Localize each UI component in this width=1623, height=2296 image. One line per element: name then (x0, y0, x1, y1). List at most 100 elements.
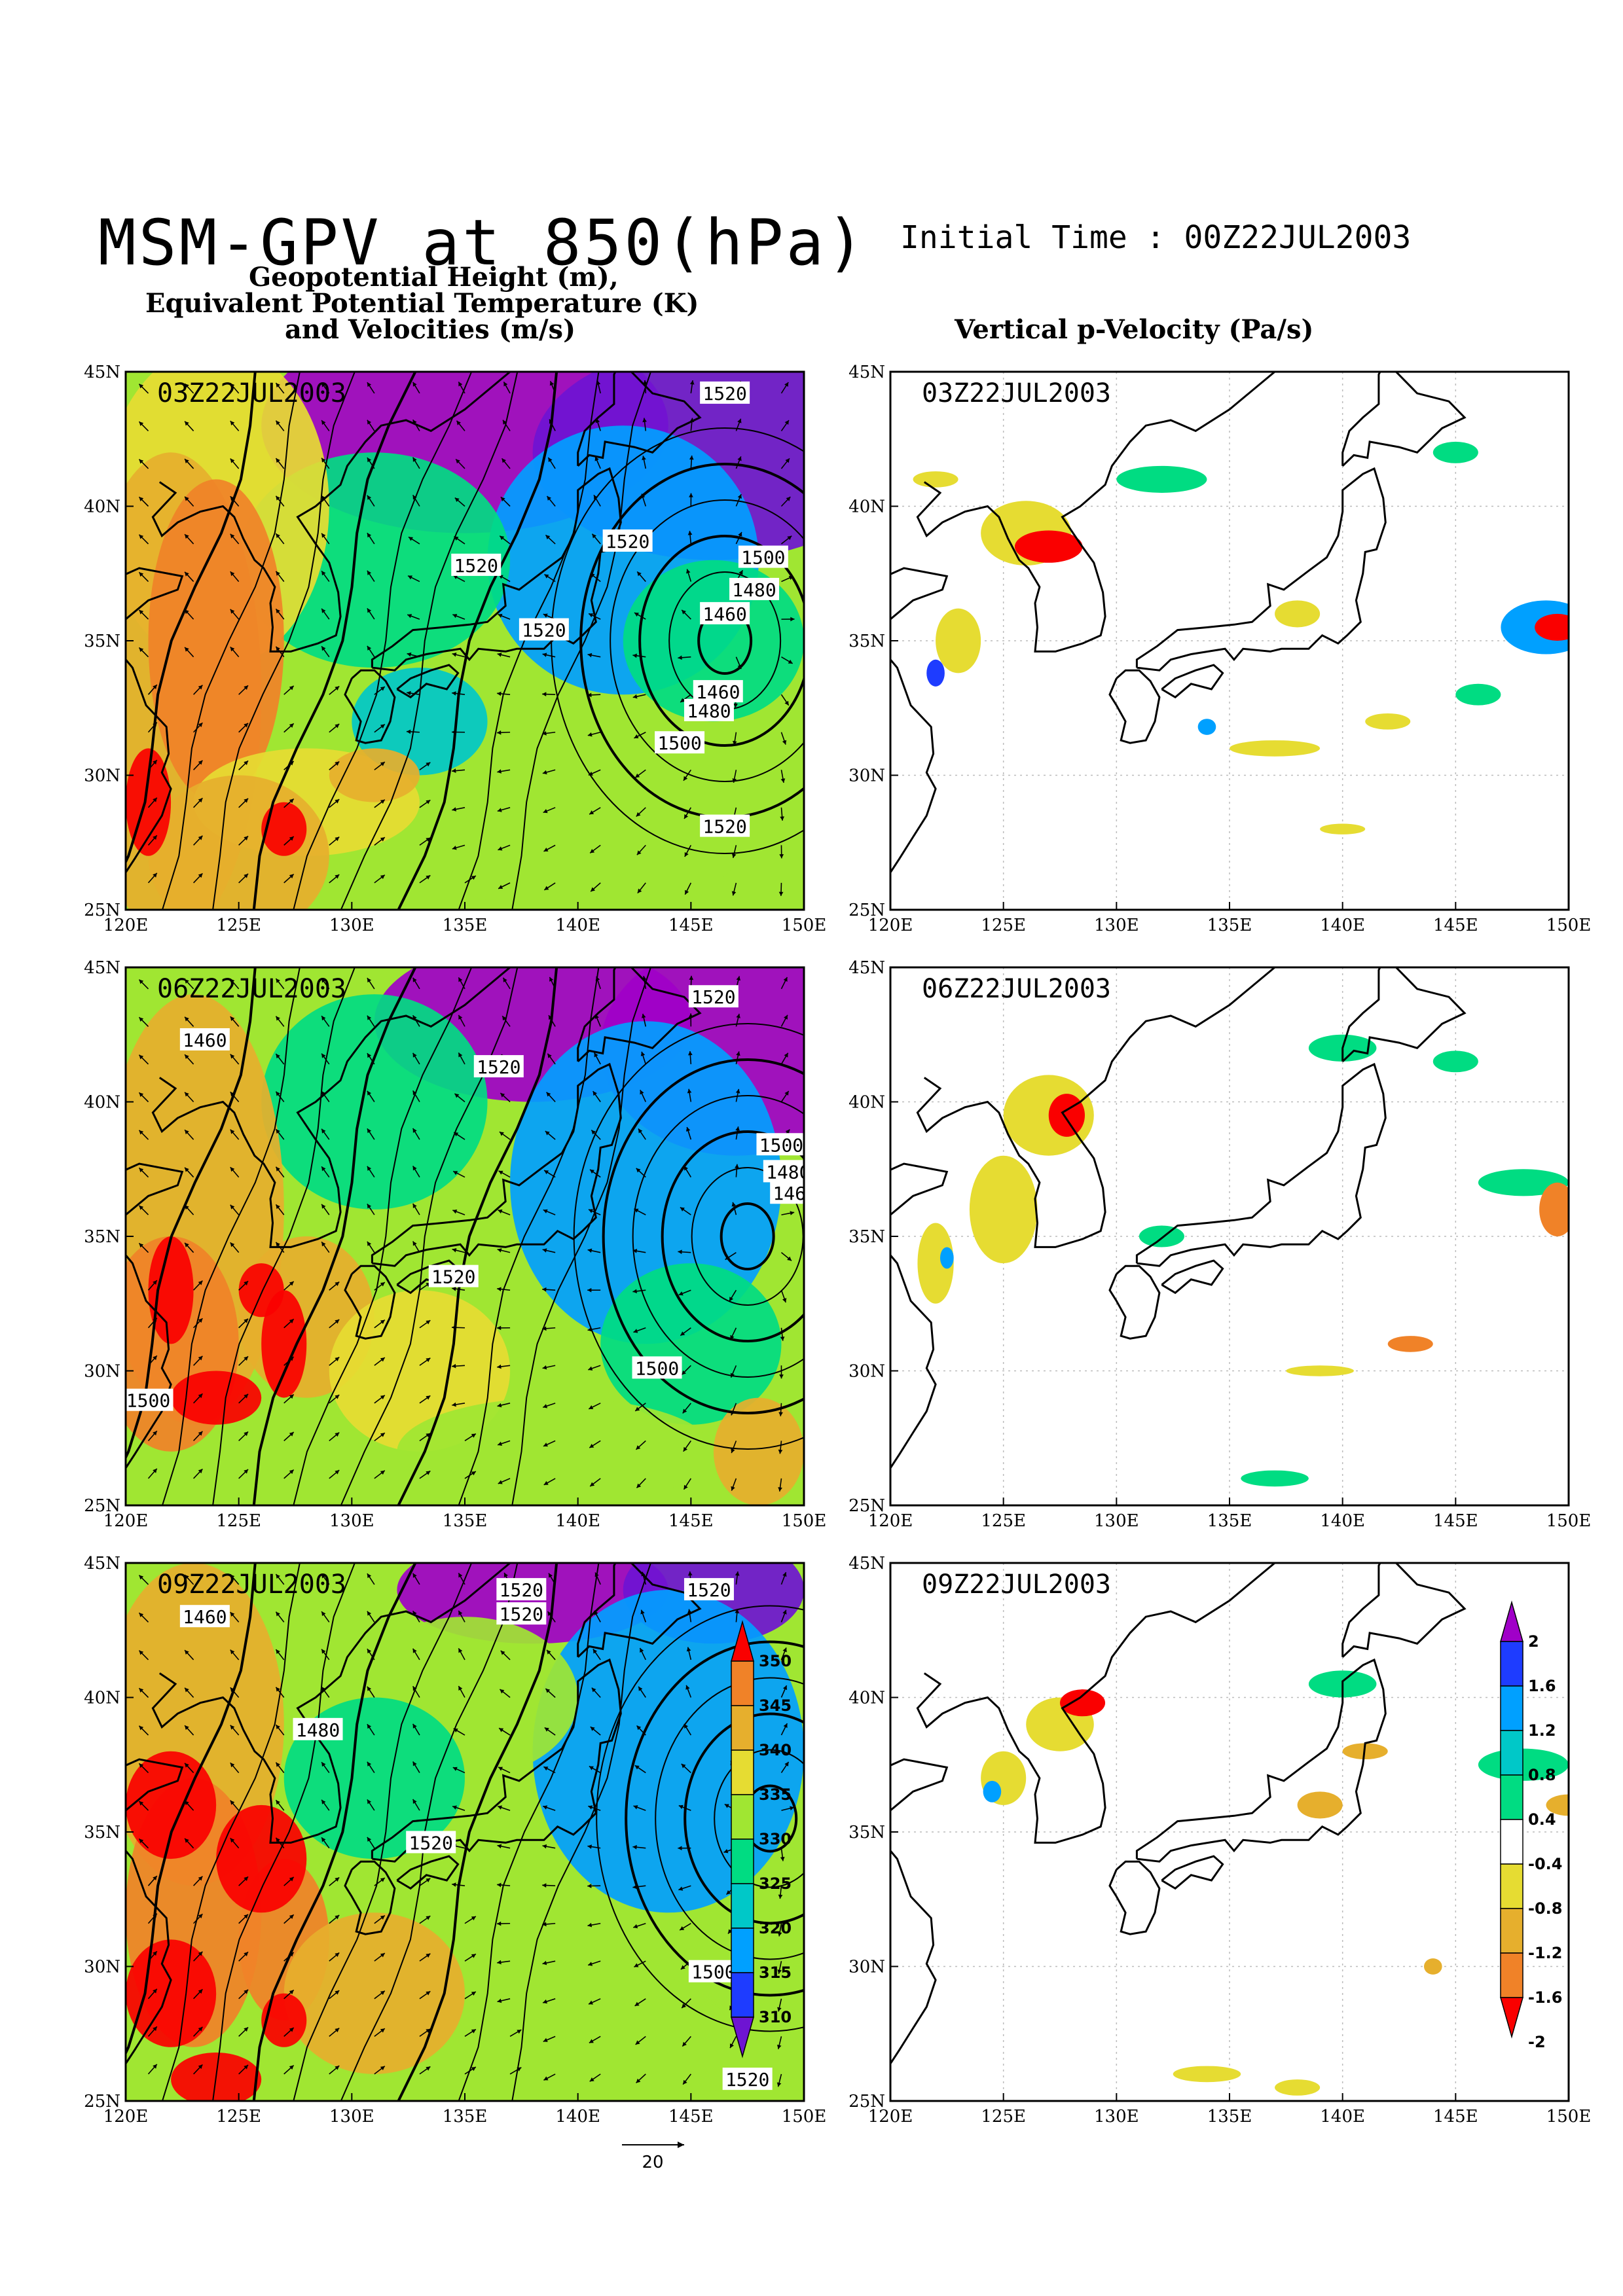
height-contour (602, 1058, 804, 1414)
contour-label: 1460 (183, 1030, 227, 1051)
x-tick-label: 150E (1546, 2107, 1592, 2126)
wind-arrow-head (589, 613, 594, 618)
wind-arrow-head (589, 2077, 594, 2082)
x-tick-label: 140E (1320, 2107, 1365, 2126)
coastline (151, 372, 511, 653)
wind-arrow-head (689, 493, 693, 497)
wind-arrow-head (426, 1433, 431, 1438)
wind-arrow-head (728, 1929, 733, 1934)
colorbar-segment (731, 1705, 754, 1751)
ept-region (329, 748, 420, 802)
wind-arrow-head (380, 1953, 385, 1958)
y-tick-label: 30N (84, 1958, 120, 1977)
wind-arrow-head (543, 613, 548, 618)
wind-arrow-head (244, 1989, 249, 1994)
colorbar-segment (731, 1794, 754, 1840)
contour-label-box (729, 577, 780, 600)
omega-region (1241, 1470, 1309, 1487)
wind-arrow-head (453, 1729, 458, 1732)
wind-arrow-head (594, 456, 599, 461)
wind-arrow-head (636, 1725, 642, 1731)
wind-arrow-head (593, 1091, 597, 1096)
wind-arrow-head (185, 1167, 189, 1172)
x-tick-label: 130E (329, 916, 374, 935)
wind-arrow-head (289, 1281, 294, 1286)
wind-arrow-head (471, 1992, 476, 1996)
colorbar-label: -2 (1528, 2033, 1546, 2051)
wind-arrow-head (733, 703, 738, 708)
y-tick-label: 40N (84, 497, 120, 517)
wind-arrow-head (589, 1766, 594, 1770)
wind-arrow-head (289, 1394, 294, 1399)
wind-arrow-head (276, 1166, 280, 1172)
wind-arrow-head (139, 459, 144, 464)
wind-arrow-head (594, 1572, 599, 1577)
wind-arrow-head (230, 1800, 235, 1805)
wind-arrow-head (735, 1164, 739, 1169)
wind-arrow-head (589, 2000, 593, 2005)
y-tick-label: 25N (848, 2092, 885, 2111)
wind-arrow-head (321, 382, 326, 387)
wind-arrow-head (452, 846, 457, 850)
wind-arrow-head (458, 977, 463, 982)
wind-arrow-head (321, 1611, 326, 1617)
wind-arrow-head (452, 1363, 456, 1369)
y-tick-label: 30N (84, 1362, 120, 1382)
left-subtitle-line3: and Velocities (m/s) (285, 314, 576, 345)
wind-arrow-head (185, 571, 189, 577)
height-contour (340, 372, 519, 910)
wind-arrow-head (497, 730, 501, 735)
wind-arrow-head (367, 1128, 372, 1134)
wind-arrow-head (321, 1128, 326, 1134)
wind-arrow-head (544, 886, 549, 890)
wind-arrow-head (289, 836, 294, 841)
wind-arrow-head (452, 1882, 456, 1887)
wind-arrow-head (790, 1211, 795, 1215)
wind-arrow-head (153, 1988, 157, 1994)
wind-arrow-head (471, 1916, 476, 1921)
y-tick-label: 25N (84, 2092, 120, 2111)
y-tick-label: 35N (84, 1823, 120, 1842)
coastline (916, 372, 1276, 653)
omega-region (1048, 1094, 1085, 1137)
wind-arrow-head (321, 1204, 326, 1209)
omega-region (1139, 1225, 1184, 1247)
wind-arrow-head (289, 761, 294, 766)
wind-arrow-head (276, 1687, 280, 1692)
wind-arrow-head (497, 1403, 502, 1408)
wind-arrow-head (321, 571, 326, 576)
wind-arrow-head (198, 1318, 203, 1323)
wind-arrow-head (198, 1355, 203, 1361)
y-tick-label: 25N (848, 1496, 885, 1516)
coastline (1135, 1062, 1387, 1267)
wind-arrow-head (542, 1922, 547, 1927)
wind-arrow-head (153, 2026, 157, 2032)
height-contour (293, 372, 473, 910)
wind-arrow-head (412, 1052, 417, 1058)
wind-arrow-head (367, 457, 372, 463)
x-tick-label: 140E (1320, 916, 1365, 935)
wind-arrow-head (542, 653, 547, 657)
wind-arrow-head (549, 977, 554, 982)
wind-arrow-head (452, 653, 457, 657)
y-tick-label: 25N (84, 901, 120, 920)
wind-arrow-head (139, 1650, 144, 1655)
coastline (1135, 467, 1387, 672)
coastline (916, 1563, 1276, 1844)
wind-arrow-head (335, 686, 340, 691)
wind-arrow-head (684, 852, 689, 857)
right-subtitle: Vertical p-Velocity (Pa/s) (955, 314, 1314, 345)
wind-arrow-head (543, 1480, 549, 1485)
wind-arrow-head (634, 1765, 640, 1770)
wind-arrow-head (289, 1319, 294, 1323)
wind-arrow-head (785, 1129, 790, 1134)
wind-arrow-head (230, 1763, 235, 1768)
contour-label: 1520 (702, 816, 746, 838)
omega-region (983, 1780, 1002, 1803)
wind-arrow-head (367, 978, 372, 983)
wind-arrow-head (367, 1686, 372, 1691)
wind-arrow-head (731, 853, 737, 858)
wind-arrow-head (198, 723, 203, 728)
wind-arrow-head (321, 1016, 326, 1021)
x-tick-label: 150E (1546, 916, 1592, 935)
